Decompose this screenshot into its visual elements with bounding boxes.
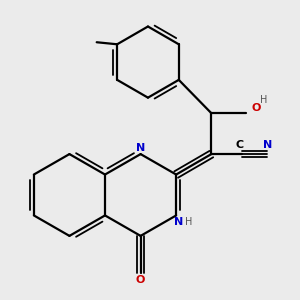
Text: N: N xyxy=(263,140,272,150)
Text: C: C xyxy=(236,140,244,150)
Text: O: O xyxy=(136,275,145,285)
Text: N: N xyxy=(136,143,145,153)
Text: H: H xyxy=(185,217,192,226)
Text: H: H xyxy=(260,95,267,105)
Text: N: N xyxy=(174,217,183,226)
Text: O: O xyxy=(251,103,260,113)
